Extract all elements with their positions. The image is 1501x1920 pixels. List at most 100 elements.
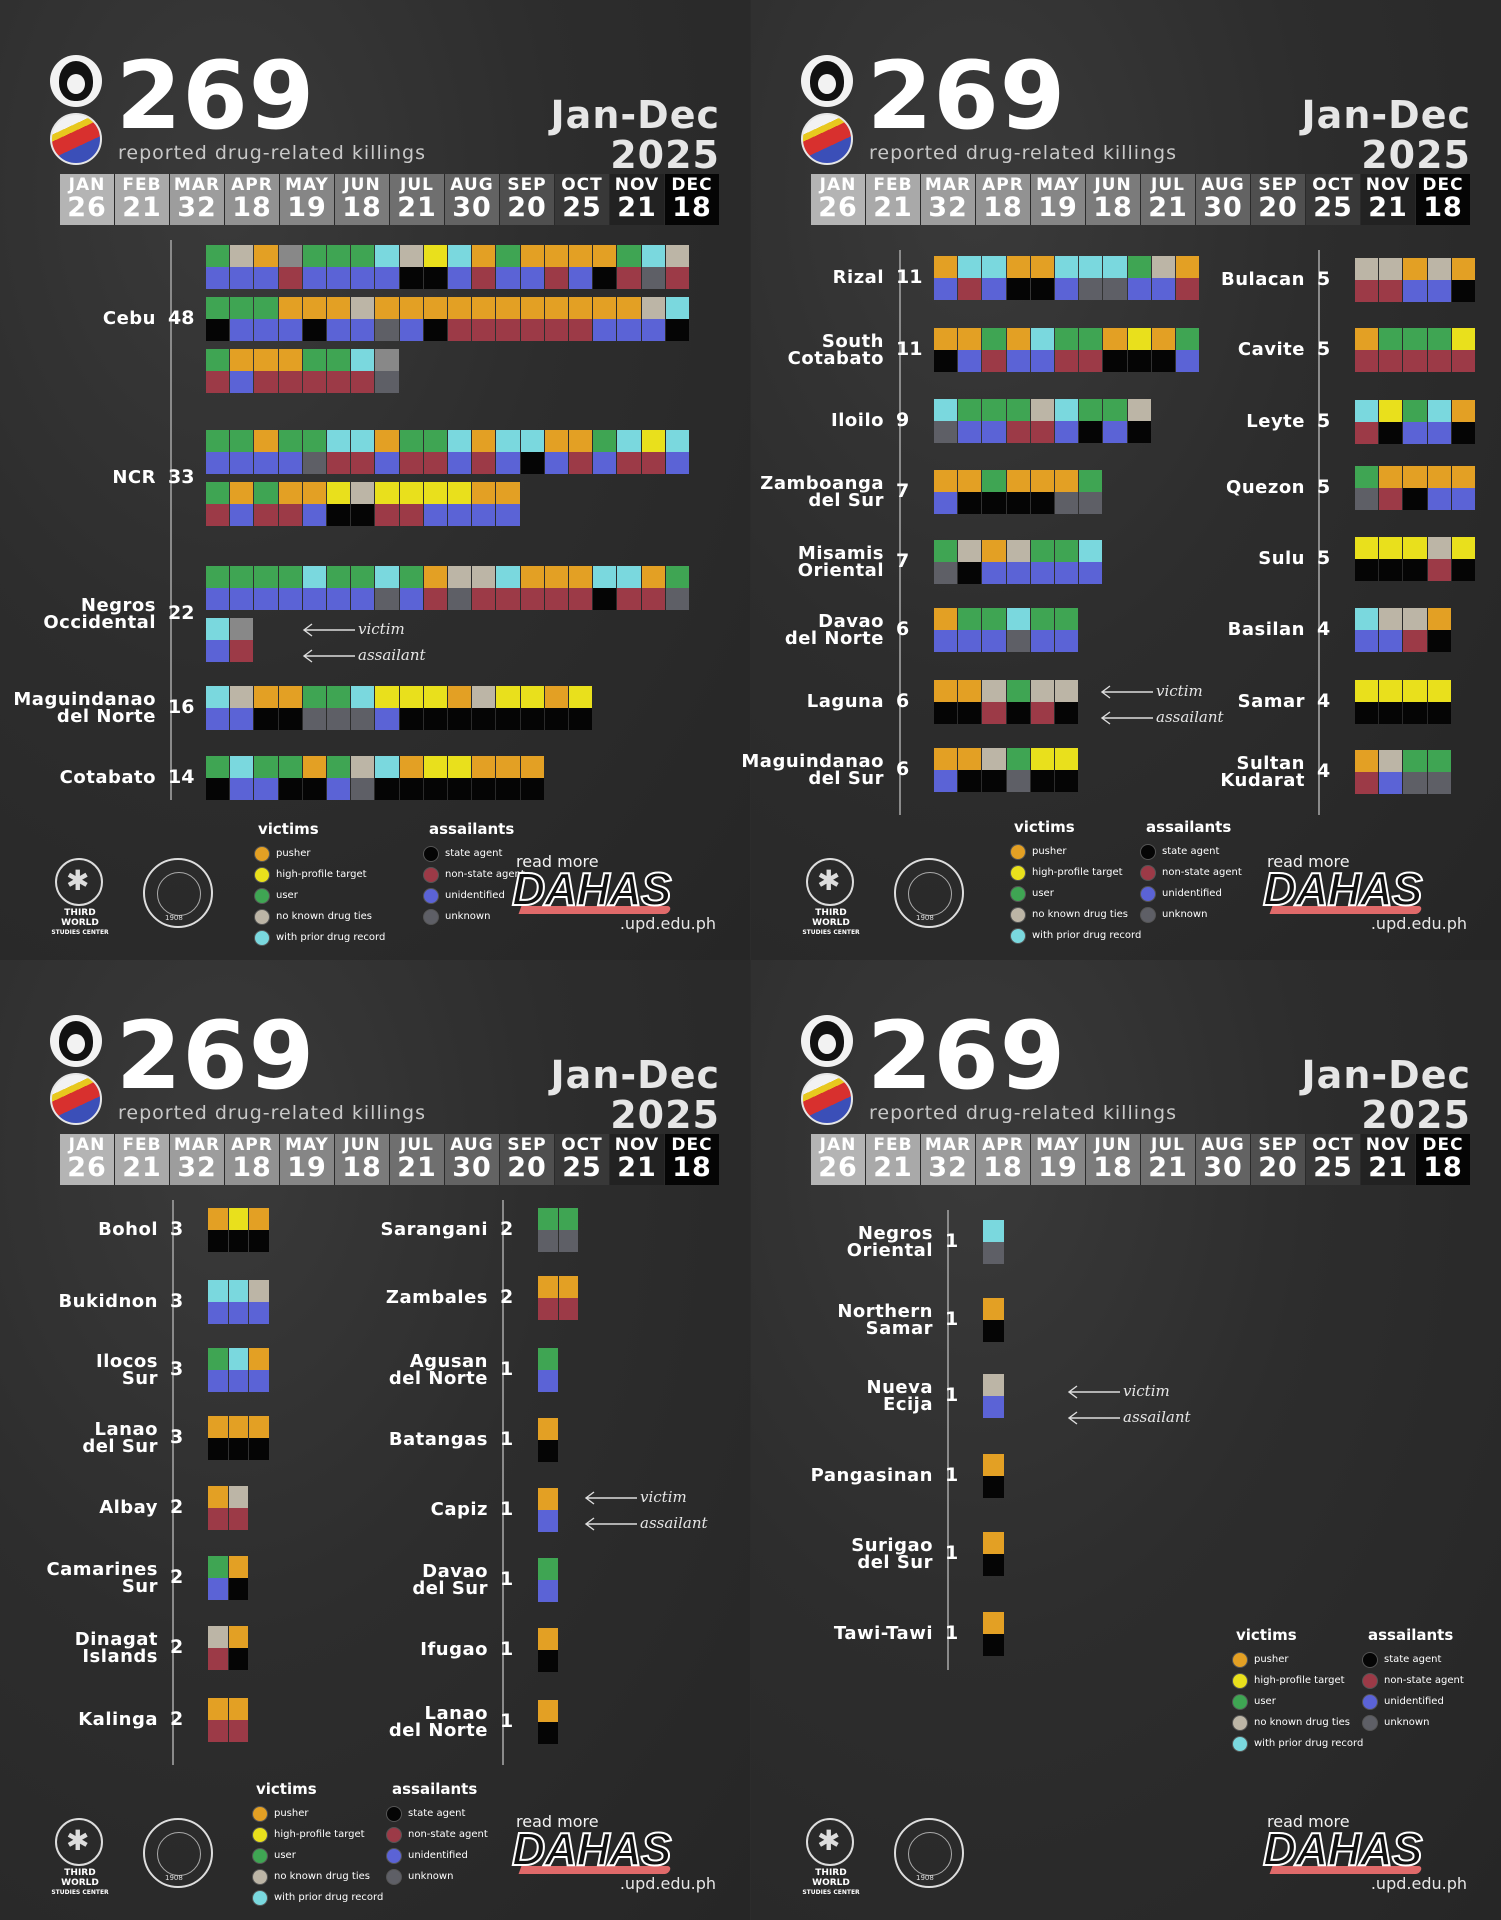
victim-cell: [327, 430, 351, 452]
victim-cell: [544, 297, 568, 319]
legend-swatch: [1140, 886, 1156, 902]
assailant-cell: [1127, 278, 1151, 300]
assailant-cell: [351, 708, 375, 730]
assailant-cell: [1055, 770, 1079, 792]
philippine-flag-icon: [50, 113, 102, 165]
victim-cell: [934, 256, 958, 278]
legend-swatch: [423, 909, 439, 925]
assailant-cell: [1379, 488, 1403, 510]
month-label: APR: [231, 1135, 273, 1155]
victim-cell: [544, 245, 568, 267]
philippine-flag-icon: [50, 1073, 102, 1125]
month-label: AUG: [450, 175, 494, 195]
victim-cell: [206, 756, 230, 778]
assailant-cell: [558, 1298, 578, 1320]
assailant-cell: [641, 588, 665, 610]
assailant-cell: [934, 770, 958, 792]
legend-label: state agent: [1384, 1654, 1442, 1665]
province-count: 1: [945, 1384, 959, 1406]
month-may: MAY 19: [1031, 174, 1086, 225]
victim-cell: [496, 297, 520, 319]
assailant-cell: [254, 267, 278, 289]
month-strip: JAN 26 FEB 21 MAR 32 APR 18 MAY 19 JUN 18 JUL 21 AUG 30…: [60, 1134, 720, 1185]
assailant-cell: [520, 319, 544, 341]
assailant-cell: [1176, 278, 1200, 300]
victim-cell: [544, 566, 568, 588]
victim-cell: [472, 297, 496, 319]
legend-label: high-profile target: [274, 1829, 365, 1840]
assailant-cell: [1151, 350, 1175, 372]
victim-cell: [1355, 400, 1379, 422]
assailant-cell: [423, 452, 447, 474]
assailant-cell: [958, 278, 982, 300]
province-sulu: Sulu: [1258, 548, 1305, 569]
assailant-cell: [375, 267, 399, 289]
legend-swatch: [1010, 865, 1026, 881]
victim-cell: [1103, 399, 1127, 421]
victim-cell: [1427, 680, 1451, 702]
assailant-cell: [472, 504, 496, 526]
province-count: 9: [896, 409, 910, 431]
victim-cell: [958, 680, 982, 702]
victim-cell: [327, 245, 351, 267]
victim-cell: [958, 470, 982, 492]
victim-cell: [1403, 466, 1427, 488]
assailant-cell: [206, 452, 230, 474]
assailant-cell: [1127, 421, 1151, 443]
assailant-cell: [1355, 702, 1379, 724]
footer-readmore: read more DAHAS .upd.edu.ph: [1262, 852, 1467, 942]
province-bulacan: Bulacan: [1221, 269, 1305, 290]
assailant-cell: [208, 1578, 228, 1600]
victim-cell: [423, 482, 447, 504]
assailant-cell: [538, 1370, 558, 1392]
assailant-cell: [520, 267, 544, 289]
month-value: 18: [672, 1152, 712, 1183]
victim-cell: [254, 349, 278, 371]
victim-cell: [593, 566, 617, 588]
province-davao-del-norte: Davao del Norte: [784, 611, 884, 649]
victim-cell: [520, 756, 544, 778]
province-count: 3: [170, 1290, 184, 1312]
province-count: 6: [896, 758, 910, 780]
assailant-cell: [1055, 278, 1079, 300]
month-oct: OCT 25: [555, 174, 610, 225]
seal-year: 1908: [916, 1874, 934, 1882]
legend-swatch: [252, 1848, 268, 1864]
month-label: SEP: [507, 1135, 547, 1155]
victim-cell: [206, 566, 230, 588]
legend-swatch: [386, 1806, 402, 1822]
period-year: 2025: [1361, 133, 1471, 177]
province-tawi-tawi: Tawi-Tawi: [833, 1623, 933, 1644]
assailant-cell: [472, 588, 496, 610]
victim-cell: [1055, 608, 1079, 630]
assailant-cell: [327, 588, 351, 610]
month-jul: JUL 21: [390, 174, 445, 225]
victim-cell: [1006, 608, 1030, 630]
legend-label: pusher: [276, 848, 311, 859]
victim-cell: [230, 349, 254, 371]
month-value: 20: [507, 1152, 547, 1183]
victim-cell: [1403, 328, 1427, 350]
month-label: JUL: [1151, 1135, 1185, 1155]
assailant-cell: [1006, 350, 1030, 372]
period-range: Jan-Dec: [550, 93, 720, 137]
assailant-cell: [254, 319, 278, 341]
victim-cell: [423, 686, 447, 708]
seal-year: 1908: [165, 1874, 183, 1882]
month-label: DEC: [1422, 175, 1464, 195]
month-oct: OCT 25: [555, 1134, 610, 1185]
month-label: JAN: [68, 1135, 106, 1155]
assailant-cell: [982, 421, 1006, 443]
assailant-cell: [208, 1230, 228, 1252]
logos: [801, 55, 859, 165]
victim-cell: [472, 245, 496, 267]
legend-label: no known drug ties: [1254, 1717, 1350, 1728]
center-sub: STUDIES CENTER: [51, 929, 109, 936]
assailant-cell: [302, 778, 326, 800]
victim-cell: [496, 566, 520, 588]
legend-swatch: [252, 1869, 268, 1885]
victim-cell: [472, 756, 496, 778]
third-world-studies-label: THIRD WORLD STUDIES CENTER: [49, 1868, 111, 1898]
